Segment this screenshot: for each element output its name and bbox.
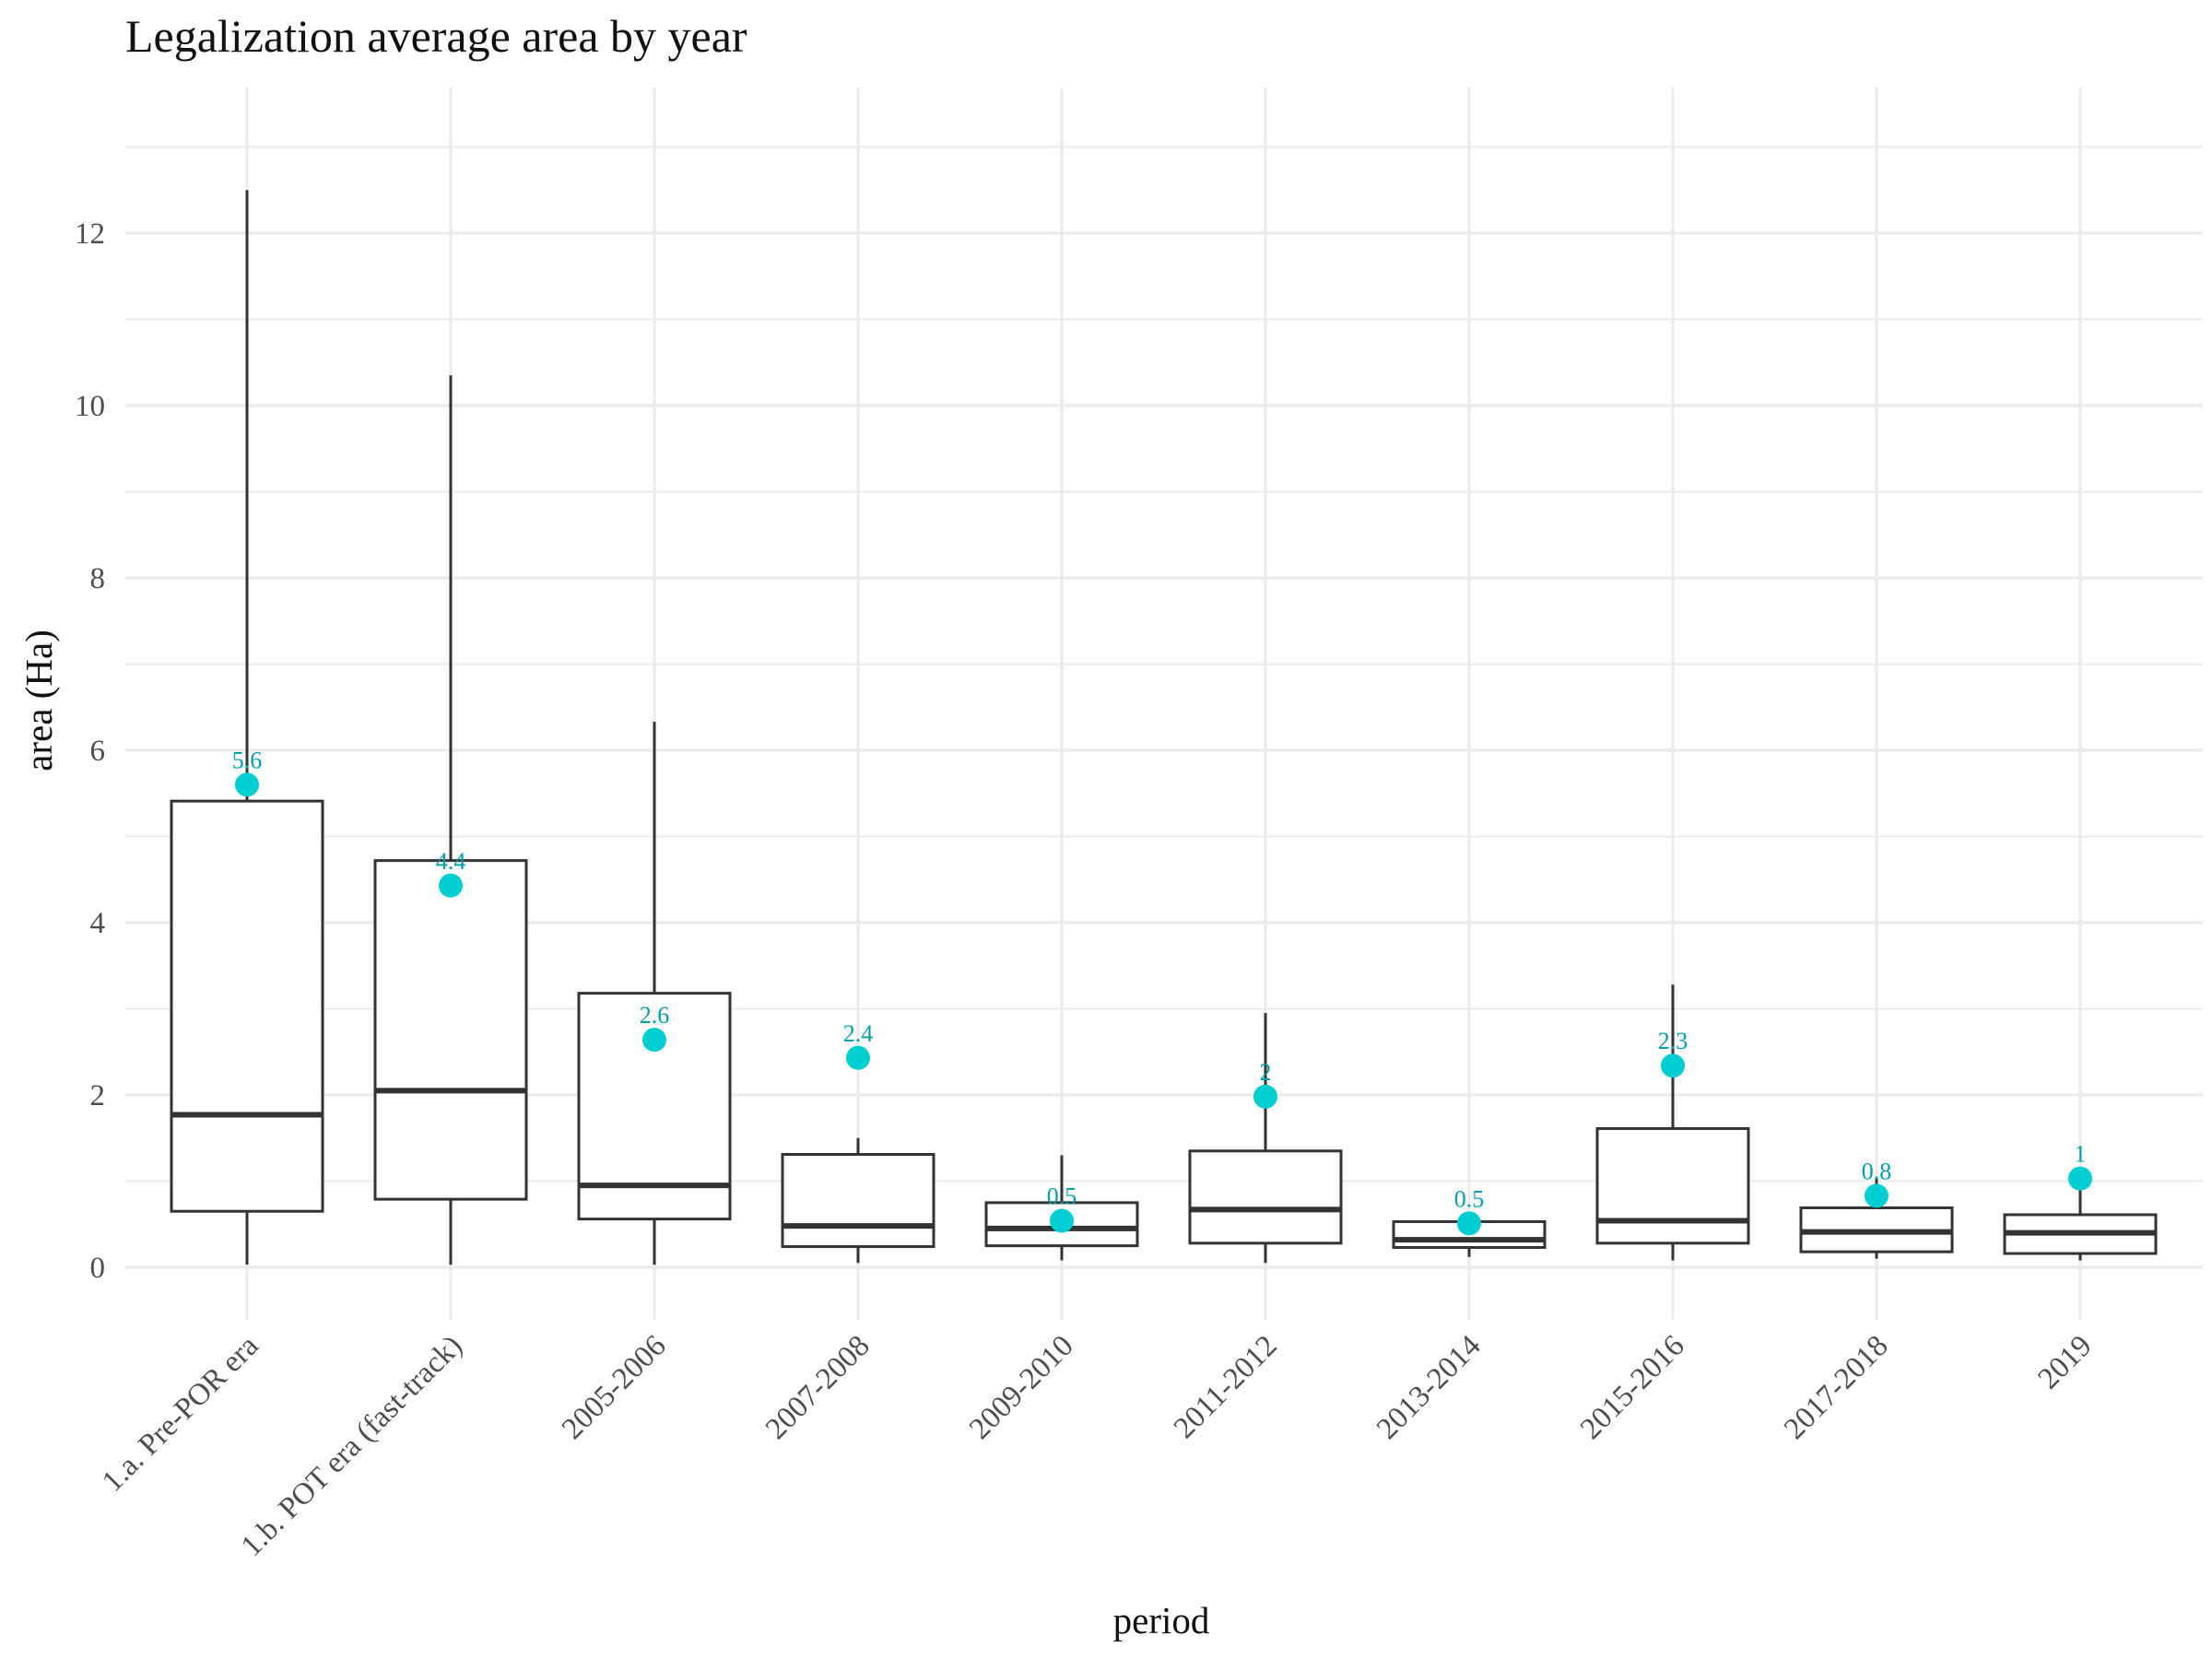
- y-tick-label: 2: [90, 1079, 106, 1112]
- mean-point: [642, 1028, 666, 1053]
- y-tick-label: 4: [90, 907, 106, 940]
- box-iqr: [781, 1153, 935, 1249]
- mean-value-label: 2.4: [843, 1020, 874, 1047]
- box-iqr: [373, 859, 528, 1201]
- mean-value-label: 2.6: [640, 1002, 670, 1029]
- x-tick-label: 2017-2018: [1778, 1329, 1895, 1446]
- box-iqr: [1595, 1126, 1750, 1245]
- mean-value-label: 0.8: [1862, 1158, 1892, 1184]
- y-axis-title: area (Ha): [18, 629, 60, 771]
- chart-title: Legalization average area by year: [125, 10, 747, 62]
- mean-value-label: 5.6: [232, 747, 263, 773]
- y-tick-label: 6: [90, 735, 106, 768]
- x-tick-label: 2013-2014: [1371, 1329, 1488, 1446]
- x-tick-label: 2007-2008: [759, 1329, 877, 1446]
- mean-point: [1253, 1084, 1277, 1109]
- y-tick-label: 0: [90, 1252, 106, 1285]
- y-tick-label: 8: [90, 562, 106, 595]
- y-tick-label: 12: [75, 218, 105, 251]
- x-tick-label: 1.b. POT era (fast-track): [235, 1329, 469, 1563]
- mean-value-label: 0.5: [1047, 1183, 1077, 1210]
- mean-point: [1457, 1211, 1481, 1236]
- mean-point: [1050, 1208, 1074, 1233]
- x-tick-label: 2011-2012: [1168, 1329, 1284, 1445]
- x-tick-label: 2019: [2032, 1329, 2099, 1395]
- mean-points-series: 5.6 4.4 2.6 2.4 0.5 2 0.5 2.3 0.8 1: [232, 747, 2092, 1236]
- mean-value-label: 1: [2075, 1141, 2087, 1168]
- mean-point: [439, 873, 463, 898]
- x-axis-title: period: [1113, 1599, 1210, 1641]
- mean-point: [1865, 1183, 1888, 1208]
- mean-point: [2068, 1166, 2092, 1191]
- y-tick-label: 10: [75, 390, 105, 423]
- mean-value-label: 2: [1260, 1059, 1272, 1086]
- x-tick-label: 2009-2010: [963, 1329, 1080, 1446]
- x-tick-label: 2015-2016: [1574, 1329, 1691, 1446]
- mean-point: [846, 1045, 870, 1070]
- box-plot-series: [170, 190, 2158, 1265]
- mean-value-label: 4.4: [436, 848, 466, 875]
- box-iqr: [1188, 1149, 1343, 1245]
- mean-value-label: 2.3: [1658, 1028, 1688, 1054]
- box-iqr: [170, 799, 324, 1213]
- x-tick-label: 1.a. Pre-POR era: [96, 1329, 265, 1499]
- mean-point: [1661, 1053, 1685, 1078]
- mean-value-label: 0.5: [1454, 1185, 1485, 1212]
- mean-point: [235, 772, 259, 797]
- x-tick-label: 2005-2006: [556, 1329, 673, 1446]
